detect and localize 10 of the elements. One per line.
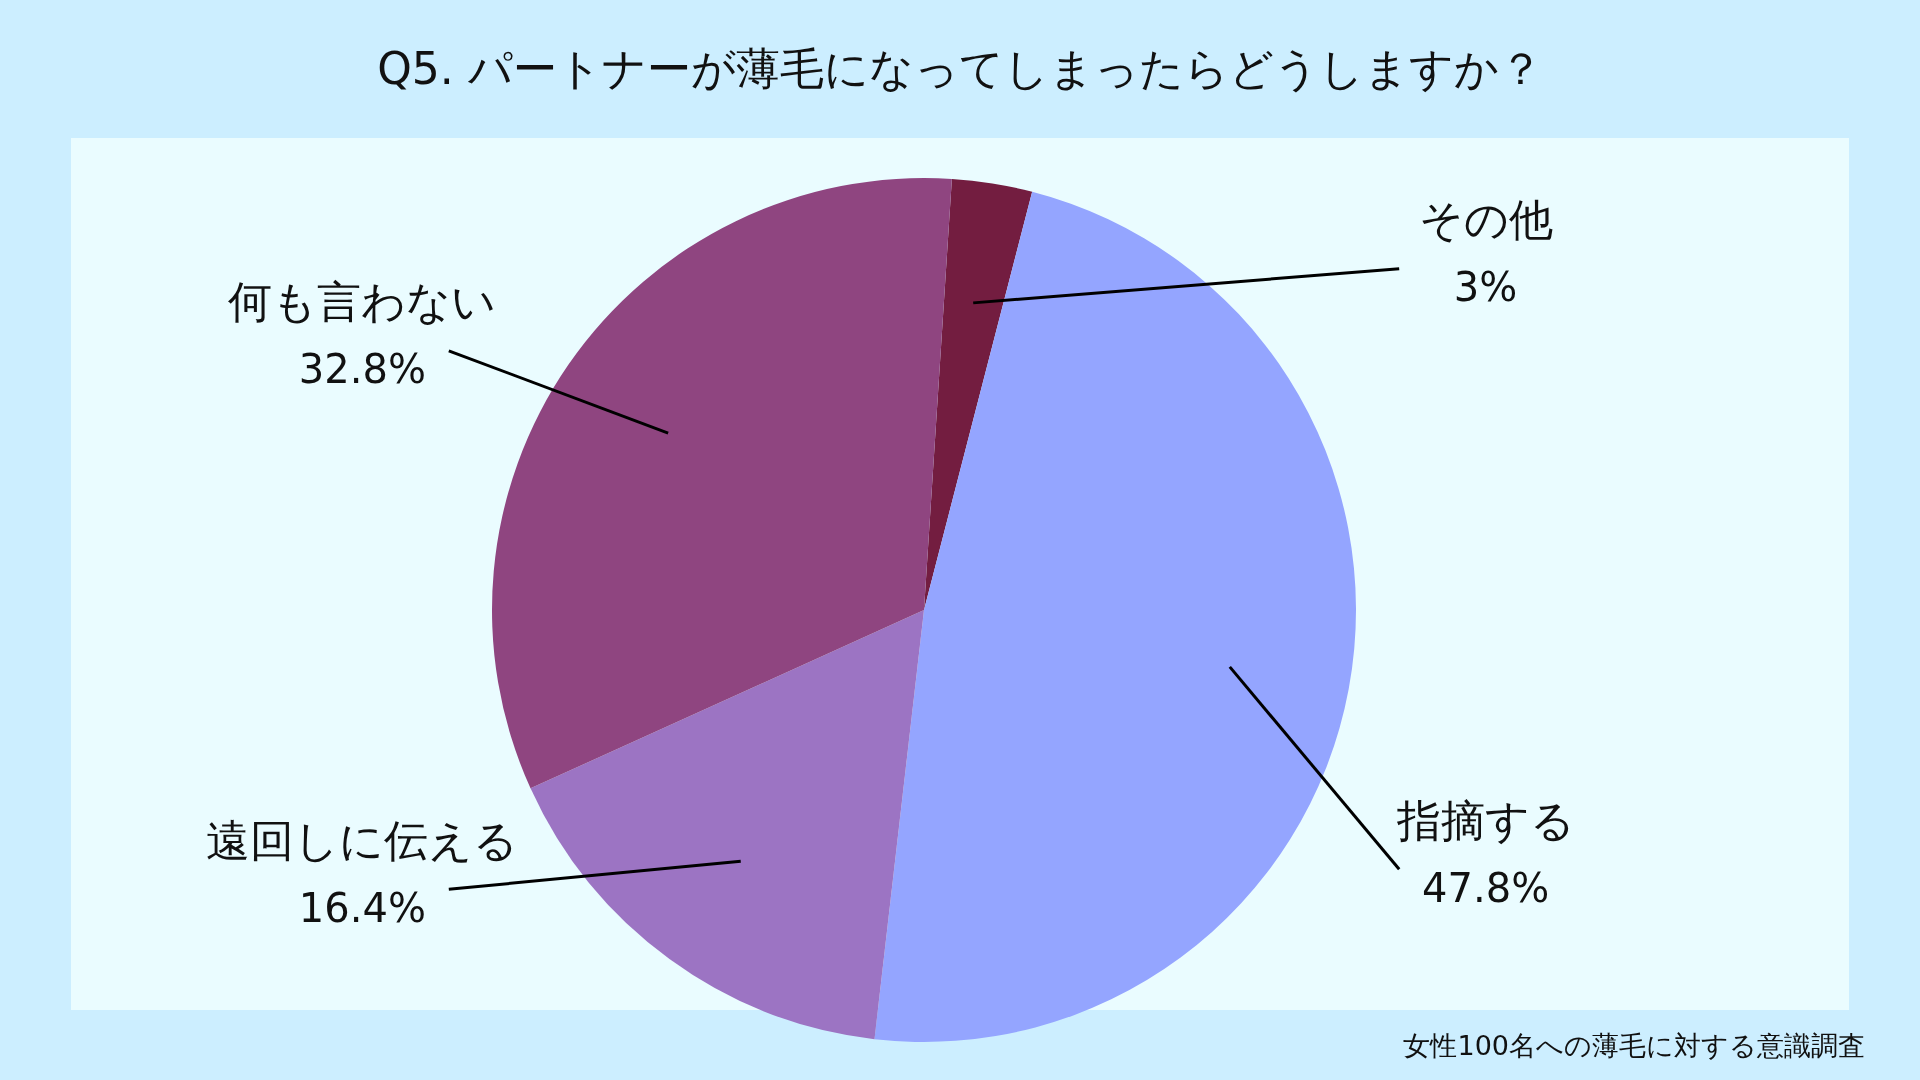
- text: 女性100名への薄毛に対する意識調査: [1403, 1029, 1865, 1063]
- data-label: 16.4%: [298, 884, 426, 931]
- slice-label: 何も言わない: [228, 276, 497, 328]
- data-label: 3%: [1453, 264, 1518, 311]
- chart-title: Q5. パートナーが薄毛になってしまったらどうしますか？: [376, 42, 1544, 96]
- slice-label: その他: [1418, 194, 1553, 246]
- data-label: 47.8%: [1422, 864, 1550, 911]
- slice-label: 遠回しに伝える: [206, 814, 519, 866]
- slice-label: 指摘する: [1395, 794, 1575, 846]
- data-label: 32.8%: [298, 346, 426, 393]
